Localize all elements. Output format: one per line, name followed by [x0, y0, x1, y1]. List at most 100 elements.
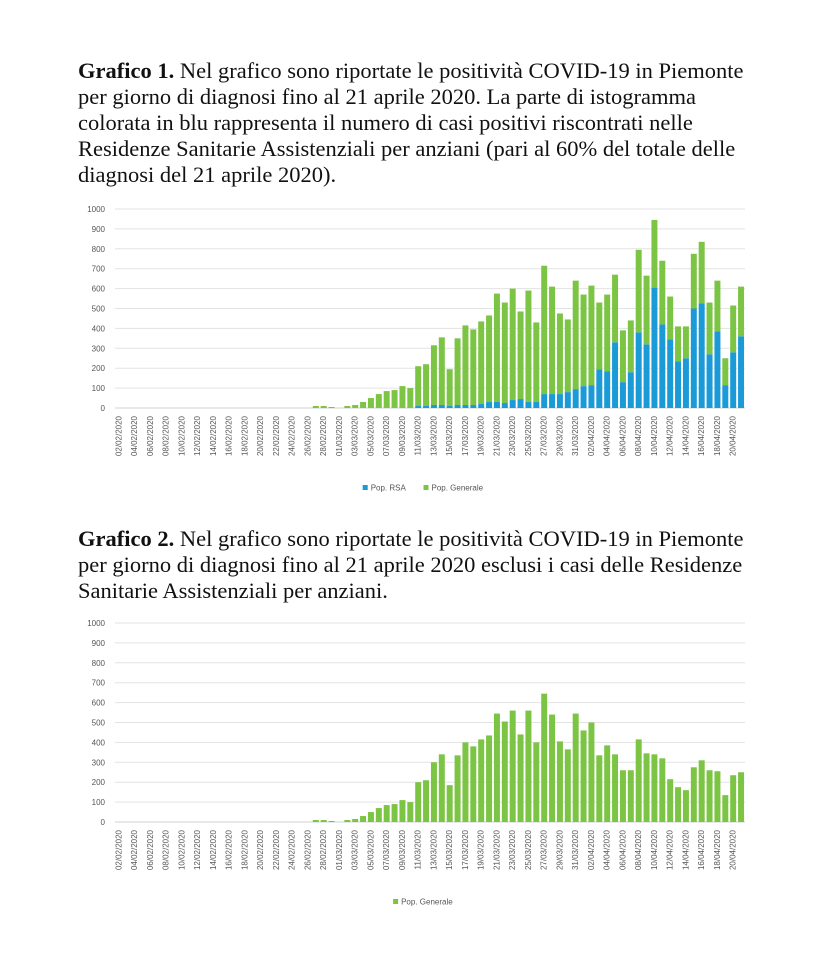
bar	[619, 770, 626, 822]
bar	[556, 741, 563, 822]
legend-label: Pop. RSA	[371, 484, 407, 493]
chart: 0 100 200 300 400 500 600 700 800 900 1000 02/02/20…	[87, 205, 745, 493]
x-tick-label: 04/04/2020	[603, 415, 612, 456]
bar	[627, 320, 634, 373]
bar	[423, 780, 430, 822]
x-tick-label: 20/02/2020	[256, 415, 265, 456]
bar	[572, 713, 579, 822]
bar	[438, 405, 445, 408]
x-tick-label: 18/02/2020	[240, 829, 249, 870]
x-tick-label: 10/04/2020	[650, 829, 659, 870]
bar	[501, 403, 508, 408]
y-tick-label: 1000	[87, 205, 105, 214]
bar	[446, 785, 453, 822]
x-tick-label: 03/03/2020	[351, 415, 360, 456]
x-tick-label: 31/03/2020	[571, 415, 580, 456]
bar	[722, 795, 729, 822]
bar	[462, 742, 469, 822]
bar	[541, 693, 548, 822]
y-tick-label: 700	[92, 679, 106, 688]
bar	[486, 402, 493, 408]
x-tick-label: 23/03/2020	[508, 829, 517, 870]
bar	[423, 406, 430, 408]
x-tick-label: 08/02/2020	[162, 415, 171, 456]
bar	[635, 332, 642, 408]
bar	[635, 739, 642, 822]
bar	[572, 389, 579, 408]
x-tick-label: 02/02/2020	[114, 829, 123, 870]
bar	[612, 274, 619, 343]
y-tick-label: 0	[101, 818, 106, 827]
bar	[612, 754, 619, 822]
bar	[399, 386, 406, 408]
bar	[360, 402, 367, 408]
bar	[588, 285, 595, 386]
x-tick-label: 13/03/2020	[429, 415, 438, 456]
x-tick-label: 19/03/2020	[477, 829, 486, 870]
x-tick-label: 27/03/2020	[540, 829, 549, 870]
x-tick-label: 06/04/2020	[618, 415, 627, 456]
bar	[430, 405, 437, 408]
bar	[415, 406, 422, 408]
bar	[454, 338, 461, 406]
bar	[438, 754, 445, 822]
bar	[580, 294, 587, 387]
bar	[675, 326, 682, 362]
bar	[549, 286, 556, 395]
x-tick-label: 21/03/2020	[492, 415, 501, 456]
caption: Grafico 1. Nel grafico sono riportate le…	[78, 58, 768, 188]
bar	[667, 296, 674, 340]
y-tick-label: 100	[92, 384, 106, 393]
x-tick-label: 17/03/2020	[461, 829, 470, 870]
bar	[635, 249, 642, 333]
bar	[619, 330, 626, 383]
bar	[643, 753, 650, 822]
y-tick-label: 400	[92, 738, 106, 747]
x-tick-label: 18/02/2020	[240, 415, 249, 456]
x-tick-label: 12/02/2020	[193, 415, 202, 456]
y-tick-label: 500	[92, 719, 106, 728]
x-tick-label: 16/04/2020	[697, 415, 706, 456]
bar	[730, 305, 737, 353]
bar	[344, 820, 351, 822]
bar	[312, 820, 319, 822]
bar	[470, 746, 477, 822]
bar	[493, 293, 500, 403]
bar	[690, 767, 697, 822]
bar	[698, 303, 705, 408]
legend-swatch	[393, 899, 399, 904]
x-tick-label: 14/04/2020	[681, 415, 690, 456]
x-tick-label: 06/02/2020	[146, 415, 155, 456]
x-tick-label: 16/02/2020	[225, 829, 234, 870]
bar	[391, 804, 398, 822]
x-tick-label: 23/03/2020	[508, 415, 517, 456]
bar	[446, 406, 453, 408]
x-tick-label: 02/04/2020	[587, 415, 596, 456]
bar	[517, 399, 524, 408]
bar	[478, 321, 485, 405]
bar	[596, 302, 603, 370]
x-tick-label: 10/02/2020	[177, 829, 186, 870]
bar	[698, 760, 705, 822]
x-tick-label: 14/04/2020	[681, 829, 690, 870]
bar	[572, 280, 579, 390]
x-tick-label: 24/02/2020	[288, 415, 297, 456]
bar	[738, 286, 745, 337]
y-tick-label: 700	[92, 265, 106, 274]
bar	[501, 721, 508, 822]
x-tick-label: 06/02/2020	[146, 829, 155, 870]
x-tick-label: 20/02/2020	[256, 829, 265, 870]
bar	[352, 405, 359, 408]
bar	[509, 288, 516, 401]
x-tick-label: 09/03/2020	[398, 415, 407, 456]
bar	[564, 749, 571, 822]
bar	[675, 787, 682, 822]
x-tick-label: 14/02/2020	[209, 415, 218, 456]
x-tick-label: 07/03/2020	[382, 415, 391, 456]
bar	[659, 324, 666, 408]
x-tick-label: 24/02/2020	[288, 829, 297, 870]
bar	[533, 402, 540, 408]
bar	[533, 742, 540, 822]
bar	[407, 388, 414, 408]
